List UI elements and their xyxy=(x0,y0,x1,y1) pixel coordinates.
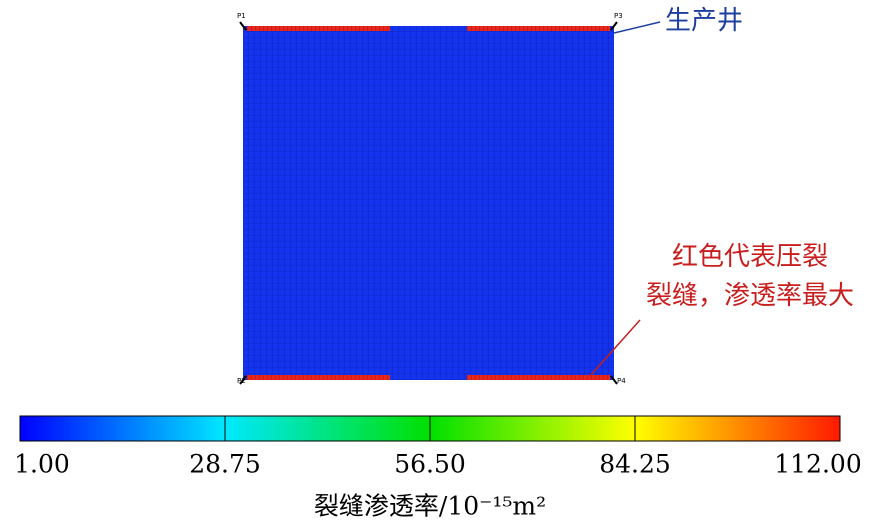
well-label: P3 xyxy=(614,12,623,20)
well-label: P2 xyxy=(237,377,246,385)
well-label: P1 xyxy=(237,12,246,20)
well-marker xyxy=(239,21,618,385)
colorbar-tick-label: 1.00 xyxy=(14,450,70,479)
colorbar-tick-label: 28.75 xyxy=(189,450,261,479)
annotation: 裂缝，渗透率最大 xyxy=(646,281,854,311)
annotation: 红色代表压裂 xyxy=(672,242,828,272)
annotation: 生产井 xyxy=(665,6,743,36)
colorbar-tick-label: 112.00 xyxy=(774,450,861,479)
well-label: P4 xyxy=(617,377,626,385)
fracture xyxy=(247,375,390,380)
colorbar-label: 裂缝渗透率/10⁻¹⁵m² xyxy=(314,492,546,521)
fracture xyxy=(247,26,390,31)
pointer xyxy=(613,21,661,34)
colorbar-tick-label: 56.50 xyxy=(394,450,466,479)
colorbar-tick-label: 84.25 xyxy=(599,450,671,479)
fracture xyxy=(467,375,610,380)
grid-model xyxy=(243,26,614,380)
pointer xyxy=(589,319,641,377)
fracture xyxy=(467,26,610,31)
